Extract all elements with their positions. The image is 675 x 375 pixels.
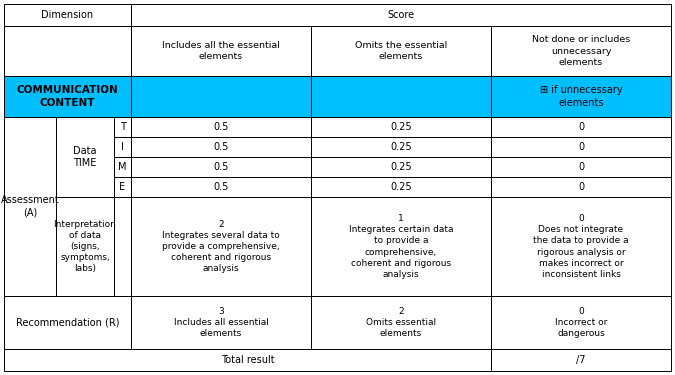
Bar — [131, 76, 311, 117]
Text: Omits the essential
elements: Omits the essential elements — [355, 41, 447, 61]
Bar — [311, 177, 491, 197]
Text: 2
Integrates several data to
provide a comprehensive,
coherent and rigorous
anal: 2 Integrates several data to provide a c… — [162, 220, 280, 273]
Bar — [56, 197, 114, 296]
Bar — [114, 177, 131, 197]
Bar — [4, 349, 491, 371]
Bar — [491, 117, 671, 137]
Bar — [114, 117, 131, 137]
Text: 0
Incorrect or
dangerous: 0 Incorrect or dangerous — [555, 307, 608, 338]
Bar — [4, 26, 131, 76]
Text: 0
Does not integrate
the data to provide a
rigorous analysis or
makes incorrect : 0 Does not integrate the data to provide… — [533, 214, 629, 279]
Text: 1
Integrates certain data
to provide a
comprehensive,
coherent and rigorous
anal: 1 Integrates certain data to provide a c… — [349, 214, 453, 279]
Bar — [491, 197, 671, 296]
Text: 0.5: 0.5 — [213, 182, 229, 192]
Text: M: M — [118, 162, 127, 172]
Bar — [131, 197, 311, 296]
Bar — [131, 177, 311, 197]
Text: ⊞ if unnecessary
elements: ⊞ if unnecessary elements — [540, 85, 622, 108]
Bar — [311, 26, 491, 76]
Text: Total result: Total result — [221, 355, 274, 365]
Text: 0.25: 0.25 — [390, 142, 412, 152]
Bar — [114, 137, 131, 157]
Bar — [491, 26, 671, 76]
Bar — [491, 137, 671, 157]
Text: 0.5: 0.5 — [213, 122, 229, 132]
Bar — [131, 26, 311, 76]
Text: Includes all the essential
elements: Includes all the essential elements — [162, 41, 280, 61]
Bar — [311, 117, 491, 137]
Text: 0.5: 0.5 — [213, 142, 229, 152]
Text: Data
TIME: Data TIME — [74, 146, 97, 168]
Text: Assessment
(A): Assessment (A) — [1, 195, 59, 218]
Text: Score: Score — [387, 10, 414, 20]
Bar — [4, 4, 131, 26]
Bar — [491, 296, 671, 349]
Text: 0: 0 — [578, 142, 584, 152]
Text: 2
Omits essential
elements: 2 Omits essential elements — [366, 307, 436, 338]
Text: 0.25: 0.25 — [390, 162, 412, 172]
Text: E: E — [119, 182, 126, 192]
Text: 0: 0 — [578, 162, 584, 172]
Bar — [4, 76, 131, 117]
Bar — [491, 157, 671, 177]
Bar — [311, 76, 491, 117]
Bar — [131, 137, 311, 157]
Text: T: T — [119, 122, 126, 132]
Bar — [114, 157, 131, 177]
Text: 0.25: 0.25 — [390, 182, 412, 192]
Text: /7: /7 — [576, 355, 586, 365]
Text: Recommendation (R): Recommendation (R) — [16, 318, 119, 327]
Bar — [311, 197, 491, 296]
Bar — [4, 296, 131, 349]
Bar — [491, 76, 671, 117]
Text: 0.25: 0.25 — [390, 122, 412, 132]
Text: Not done or includes
unnecessary
elements: Not done or includes unnecessary element… — [532, 35, 630, 67]
Text: 3
Includes all essential
elements: 3 Includes all essential elements — [173, 307, 269, 338]
Bar — [131, 117, 311, 137]
Text: 0: 0 — [578, 122, 584, 132]
Bar — [131, 157, 311, 177]
Text: 0.5: 0.5 — [213, 162, 229, 172]
Bar — [491, 349, 671, 371]
Bar — [311, 137, 491, 157]
Text: COMMUNICATION
CONTENT: COMMUNICATION CONTENT — [17, 85, 118, 108]
Bar — [4, 117, 56, 296]
Bar — [131, 4, 671, 26]
Bar — [311, 157, 491, 177]
Bar — [311, 296, 491, 349]
Text: Dimension: Dimension — [41, 10, 94, 20]
Bar — [56, 117, 114, 197]
Text: 0: 0 — [578, 182, 584, 192]
Bar — [131, 296, 311, 349]
Bar — [491, 177, 671, 197]
Bar — [114, 197, 131, 296]
Text: Interpretation
of data
(signs,
symptoms,
labs): Interpretation of data (signs, symptoms,… — [53, 220, 116, 273]
Text: I: I — [121, 142, 124, 152]
